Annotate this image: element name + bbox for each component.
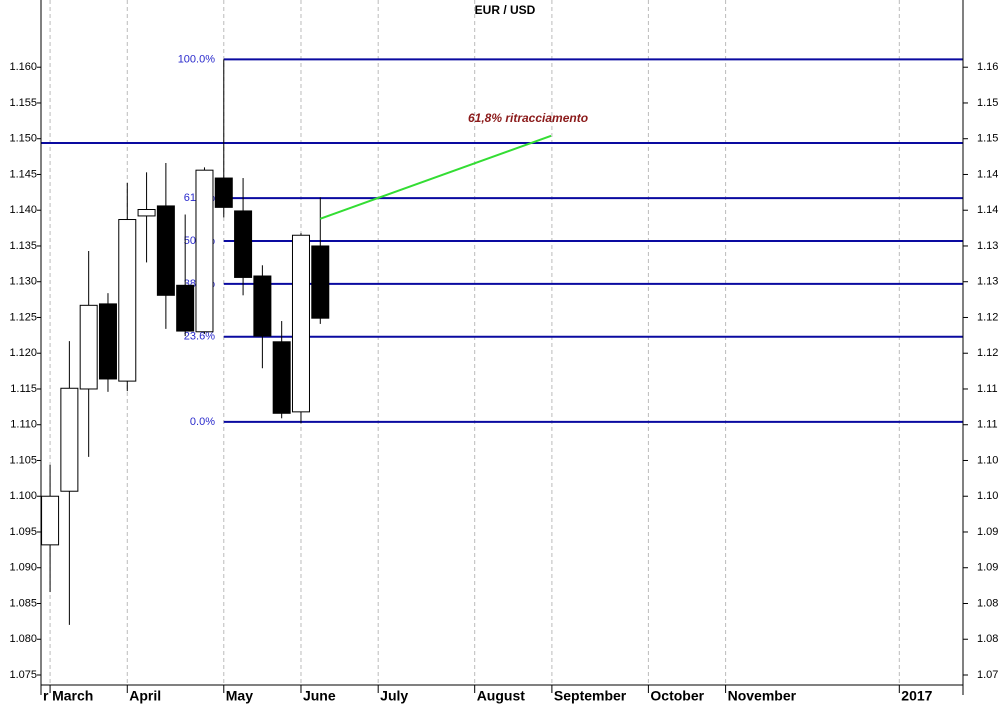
- y-tick-label: 1.075: [9, 669, 37, 681]
- y2-tick-label: 1.14: [977, 168, 998, 180]
- y-tick-label: 1.105: [9, 454, 37, 466]
- x-tick-label: March: [52, 688, 93, 704]
- x-tick-label: October: [650, 688, 704, 704]
- candle-body: [79, 304, 98, 390]
- candle-body: [60, 387, 79, 492]
- y2-tick-label: 1.10: [977, 454, 998, 466]
- x-tick-label: May: [226, 688, 253, 704]
- x-tick-label: July: [380, 688, 408, 704]
- candle-body: [195, 169, 214, 333]
- y-tick-label: 1.130: [9, 276, 37, 288]
- y-tick-label: 1.085: [9, 597, 37, 609]
- candle-body: [272, 341, 291, 414]
- trendline: [319, 134, 552, 220]
- candle-body: [214, 177, 233, 208]
- y-tick-label: 1.110: [10, 419, 37, 431]
- candle-body: [98, 303, 117, 380]
- y2-tick-label: 1.15: [977, 133, 998, 145]
- y2-tick-label: 1.09: [977, 562, 998, 574]
- fib-label: 100.0%: [178, 53, 216, 65]
- y-tick-label: 1.145: [9, 168, 37, 180]
- candle-body: [41, 495, 60, 546]
- y2-tick-label: 1.12: [977, 347, 998, 359]
- fib-label: 23.6%: [184, 331, 215, 343]
- x-tick-label: August: [477, 688, 526, 704]
- y2-tick-label: 1.11: [977, 383, 998, 395]
- y-tick-label: 1.120: [9, 347, 37, 359]
- y2-tick-label: 1.11: [977, 419, 998, 431]
- y2-tick-label: 1.09: [977, 526, 998, 538]
- y-tick-label: 1.135: [9, 240, 37, 252]
- y-tick-label: 1.090: [9, 562, 37, 574]
- y2-tick-label: 1.12: [977, 311, 998, 323]
- y2-tick-label: 1.13: [977, 276, 998, 288]
- y2-tick-label: 1.16: [977, 61, 998, 73]
- y-tick-label: 1.115: [10, 383, 37, 395]
- y-tick-label: 1.080: [9, 633, 37, 645]
- y2-tick-label: 1.07: [977, 669, 998, 681]
- y-tick-label: 1.160: [9, 61, 37, 73]
- x-tick-label: June: [303, 688, 336, 704]
- y2-tick-label: 1.13: [977, 240, 998, 252]
- x-tick-label: 2017: [901, 688, 932, 704]
- candle-body: [118, 219, 137, 382]
- candle-body: [156, 205, 175, 296]
- y2-tick-label: 1.14: [977, 204, 998, 216]
- annotation: 61,8% ritracciamento: [468, 111, 588, 125]
- fib-label: 0.0%: [190, 416, 215, 428]
- y2-tick-label: 1.08: [977, 633, 998, 645]
- y2-tick-label: 1.08: [977, 597, 998, 609]
- candle-body: [253, 275, 272, 337]
- chart-title: EUR / USD: [475, 3, 536, 17]
- x-tick-label: r: [43, 688, 49, 704]
- x-tick-label: September: [554, 688, 627, 704]
- y2-tick-label: 1.10: [977, 490, 998, 502]
- y-tick-label: 1.125: [9, 311, 37, 323]
- candle-body: [234, 210, 253, 278]
- y2-tick-label: 1.15: [977, 97, 998, 109]
- x-tick-label: April: [129, 688, 161, 704]
- y-tick-label: 1.150: [9, 133, 37, 145]
- candle-body: [291, 234, 310, 413]
- x-tick-label: November: [728, 688, 797, 704]
- candle-body: [311, 245, 330, 319]
- y-tick-label: 1.140: [9, 204, 37, 216]
- y-tick-label: 1.155: [9, 97, 37, 109]
- candle-body: [137, 209, 156, 217]
- y-tick-label: 1.095: [9, 526, 37, 538]
- y-tick-label: 1.100: [9, 490, 37, 502]
- candle-body: [176, 284, 195, 332]
